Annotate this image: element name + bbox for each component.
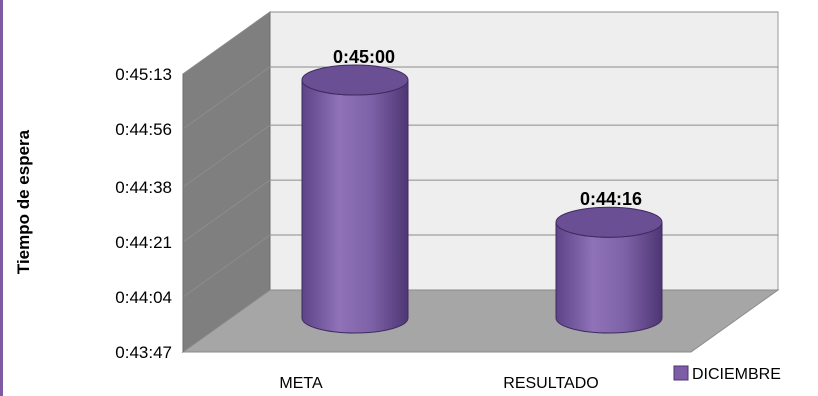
gridline-side (182, 234, 271, 298)
y-tick-label: 0:44:21 (115, 233, 172, 252)
bars (301, 64, 663, 334)
y-tick-label: 0:44:04 (115, 288, 172, 307)
left-accent-rule (0, 0, 3, 396)
y-tick-label: 0:43:47 (115, 343, 172, 362)
legend: DICIEMBRE (673, 365, 781, 383)
x-label-meta: META (279, 375, 323, 392)
gridline-side (182, 11, 271, 75)
floor (181, 289, 780, 353)
bar-top-cap (555, 206, 663, 238)
bar-body (301, 79, 409, 334)
bar-meta (301, 64, 409, 334)
y-tick-label: 0:44:38 (115, 178, 172, 197)
y-tick-label: 0:45:13 (115, 65, 172, 84)
bar-resultado (555, 206, 663, 334)
gridline-side (182, 124, 271, 188)
y-axis-title: Tiempo de espera (14, 129, 33, 274)
bar-body (555, 222, 663, 334)
legend-label: DICIEMBRE (692, 366, 781, 383)
y-tick-label: 0:44:56 (115, 120, 172, 139)
data-label-meta: 0:45:00 (333, 47, 395, 67)
gridline-side (182, 66, 271, 130)
data-label-resultado: 0:44:16 (580, 189, 642, 209)
x-label-resultado: RESULTADO (503, 375, 598, 392)
y-axis-ticks: 0:43:47 0:44:04 0:44:21 0:44:38 0:44:56 0:45:… (115, 65, 184, 362)
bar-top-cap (301, 64, 409, 96)
gridline-side (182, 179, 271, 243)
legend-swatch (673, 365, 689, 381)
